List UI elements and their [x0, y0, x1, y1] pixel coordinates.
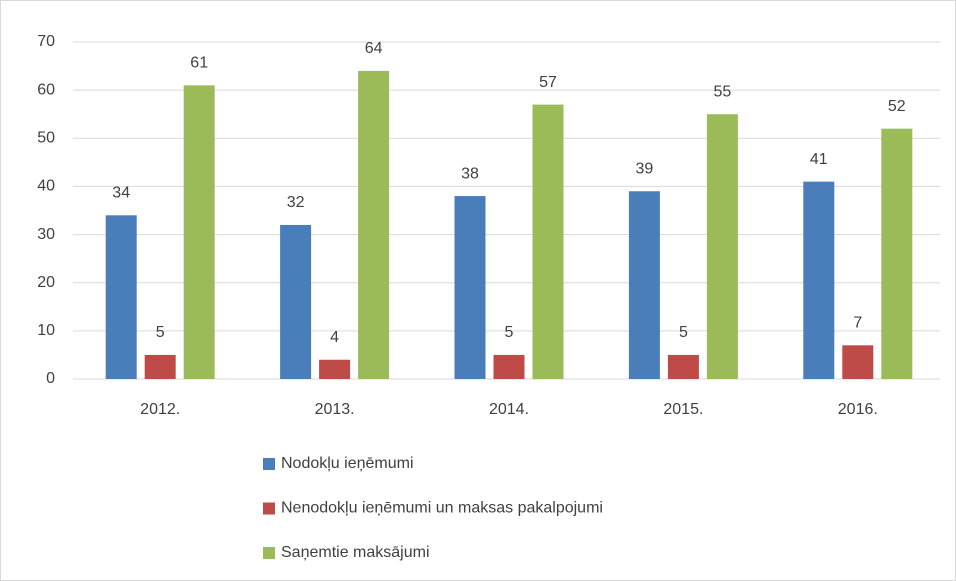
legend-swatch: [263, 502, 275, 515]
legend-swatch: [263, 458, 275, 470]
x-tick-label: 2016.: [838, 401, 878, 418]
x-tick-label: 2015.: [663, 401, 703, 418]
legend-label: Nodokļu ieņēmumi: [281, 455, 414, 472]
bar: [881, 128, 913, 379]
bar: [493, 354, 525, 379]
y-tick-label: 20: [37, 274, 55, 291]
y-tick-label: 60: [37, 81, 55, 98]
bar: [183, 85, 215, 379]
legend-label: Saņemtie maksājumi: [281, 544, 430, 561]
data-label: 38: [461, 165, 479, 182]
x-tick-label: 2014.: [489, 401, 529, 418]
data-label: 52: [888, 98, 906, 115]
data-label: 5: [156, 324, 165, 341]
bar: [803, 181, 835, 379]
data-label: 4: [330, 329, 339, 346]
data-label: 64: [365, 40, 383, 57]
data-label: 5: [679, 324, 688, 341]
bar: [280, 224, 312, 379]
bar: [706, 114, 738, 379]
legend-label: Nenodokļu ieņēmumi un maksas pakalpojumi: [281, 500, 603, 517]
bar: [532, 104, 564, 379]
y-tick-label: 70: [37, 33, 55, 50]
y-tick-label: 40: [37, 178, 55, 195]
y-tick-label: 30: [37, 226, 55, 243]
data-label: 34: [112, 185, 130, 202]
bar: [105, 215, 137, 379]
bar: [667, 354, 699, 379]
x-tick-label: 2012.: [140, 401, 180, 418]
data-label: 32: [287, 194, 305, 211]
data-label: 39: [636, 160, 654, 177]
bar: [454, 196, 486, 379]
data-label: 55: [714, 83, 732, 100]
bar: [358, 70, 390, 379]
bar: [319, 359, 351, 379]
data-label: 41: [810, 151, 828, 168]
y-tick-label: 10: [37, 322, 55, 339]
y-tick-label: 50: [37, 130, 55, 147]
data-label: 61: [190, 55, 208, 72]
data-label: 7: [853, 315, 862, 332]
data-label: 57: [539, 74, 557, 91]
bar: [628, 191, 660, 379]
y-tick-label: 0: [46, 370, 55, 387]
bar: [144, 354, 176, 379]
x-tick-label: 2013.: [315, 401, 355, 418]
bar: [842, 345, 874, 379]
legend-swatch: [263, 547, 275, 559]
data-label: 5: [505, 324, 514, 341]
